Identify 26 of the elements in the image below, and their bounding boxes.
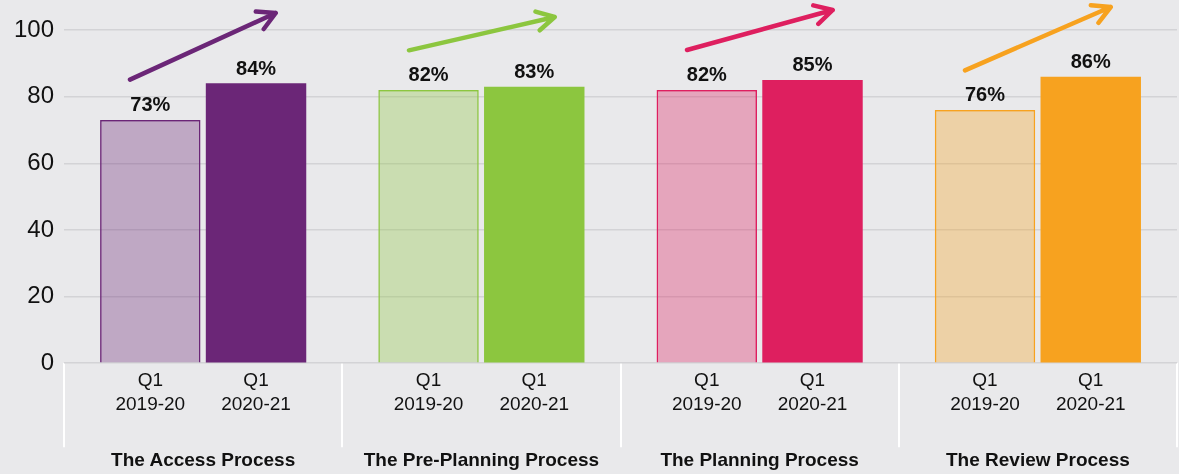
data-label: 82%	[408, 63, 449, 86]
x-tick-label: The Review Process	[946, 448, 1130, 470]
data-label: 73%	[130, 93, 171, 116]
data-label: 83%	[514, 60, 555, 83]
text: Q1 2020-21	[777, 368, 848, 414]
data-label: 85%	[792, 53, 833, 76]
y-tick-label: 40	[27, 214, 55, 242]
x-tick-label: The Pre-Planning Process	[363, 448, 600, 470]
data-label: 82%	[686, 63, 728, 86]
y-tick-label: 100	[14, 14, 55, 42]
text: Q1 2020-21	[1055, 368, 1126, 414]
text: Q1 2020-21	[499, 368, 570, 414]
data-label: 76%	[965, 83, 1006, 106]
data-label: 86%	[1070, 50, 1111, 73]
y-tick-label: 0	[40, 347, 55, 375]
x-tick-label: The Planning Process	[660, 448, 859, 470]
text: Q1 2019-20	[671, 368, 742, 414]
text: Q1 2019-20	[393, 368, 464, 414]
x-tick-label: The Access Process	[111, 448, 296, 470]
y-tick-label: 80	[27, 81, 55, 109]
series-label: Q1 2020-21	[221, 368, 291, 414]
data-label: 84%	[236, 56, 277, 79]
series-label: Q1 2019-20	[115, 368, 186, 414]
text: Q1 2019-20	[950, 368, 1020, 414]
y-tick-label: 60	[27, 147, 55, 175]
y-tick-label: 20	[27, 281, 55, 309]
